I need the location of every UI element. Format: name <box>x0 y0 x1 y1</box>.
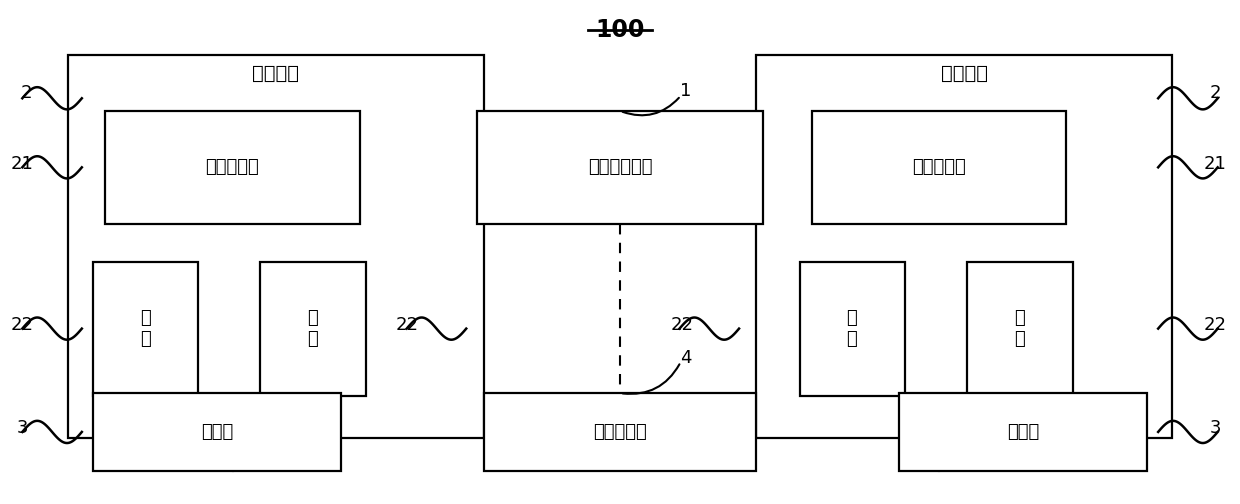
Bar <box>800 262 905 396</box>
Text: 储能系统: 储能系统 <box>941 64 988 83</box>
Text: 3: 3 <box>16 419 29 437</box>
Text: 电
池: 电 池 <box>847 309 857 348</box>
Bar <box>68 55 484 438</box>
Text: 集中控制系统: 集中控制系统 <box>588 158 652 176</box>
Text: 2: 2 <box>1209 84 1221 102</box>
Text: 22: 22 <box>671 316 693 334</box>
Text: 电
池: 电 池 <box>308 309 317 348</box>
Bar <box>899 393 1147 471</box>
Text: 电网调度室: 电网调度室 <box>593 423 647 441</box>
Bar <box>477 111 763 224</box>
Text: 22: 22 <box>396 316 418 334</box>
Bar <box>105 111 360 224</box>
Bar <box>93 262 198 396</box>
Text: 1: 1 <box>680 82 692 100</box>
Bar <box>93 393 341 471</box>
Text: 22: 22 <box>11 316 33 334</box>
Bar <box>484 393 756 471</box>
Text: 21: 21 <box>1204 155 1226 173</box>
Text: 22: 22 <box>1204 316 1226 334</box>
Text: 变压器: 变压器 <box>201 423 233 441</box>
Text: 100: 100 <box>595 18 645 42</box>
Text: 电
池: 电 池 <box>1014 309 1024 348</box>
Text: 4: 4 <box>680 349 692 367</box>
Bar <box>260 262 366 396</box>
Bar <box>967 262 1073 396</box>
Text: 储能系统: 储能系统 <box>252 64 299 83</box>
Text: 电
池: 电 池 <box>140 309 150 348</box>
Bar <box>756 55 1172 438</box>
Bar <box>812 111 1066 224</box>
Text: 变压器: 变压器 <box>1007 423 1039 441</box>
Text: 储能变流器: 储能变流器 <box>206 158 259 176</box>
Text: 储能变流器: 储能变流器 <box>913 158 966 176</box>
Text: 21: 21 <box>11 155 33 173</box>
Text: 2: 2 <box>20 84 32 102</box>
Text: 3: 3 <box>1209 419 1221 437</box>
